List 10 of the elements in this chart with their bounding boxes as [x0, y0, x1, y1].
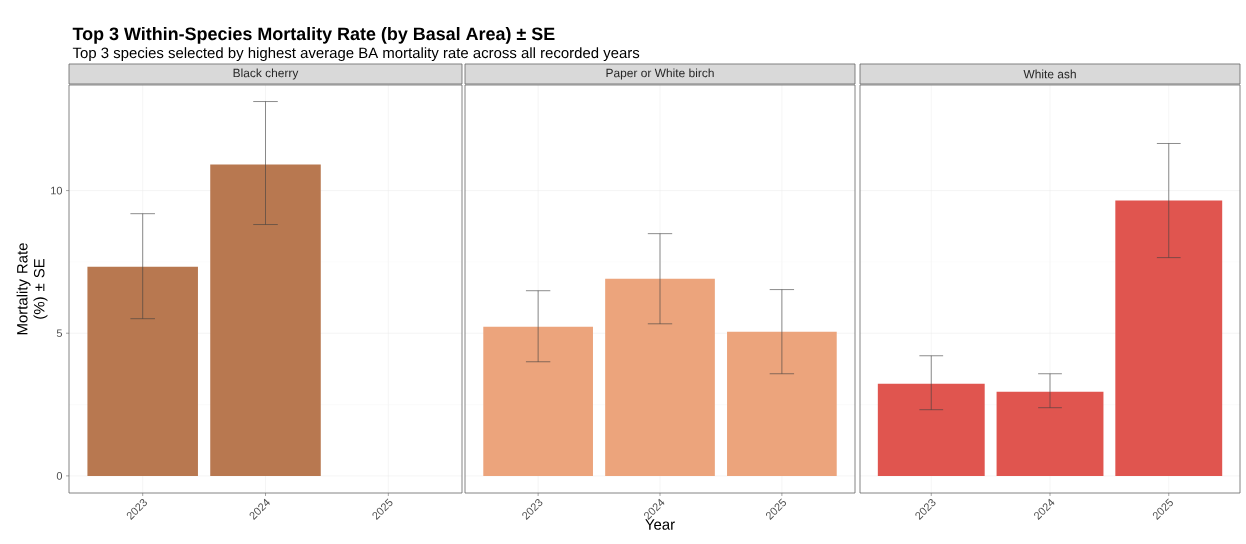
- chart-title: Paper or White birch: [606, 68, 714, 80]
- text: Top 3 Within-Species Mortality Rate (by Basal Area) ± SE: [72, 26, 555, 44]
- chart-title: Black cherry: [233, 68, 299, 80]
- x-axis-title: Year: [645, 519, 675, 530]
- y-tick-label: 5: [56, 329, 63, 338]
- y-axis-title: Mortality Rate (%) ± SE: [16, 243, 48, 335]
- y-tick-label: 10: [51, 186, 63, 195]
- chart-title: White ash: [1023, 69, 1076, 79]
- text: Top 3 species selected by highest average BA mortality rate across all recorded years: [72, 47, 640, 62]
- y-tick-label: 0: [56, 472, 63, 480]
